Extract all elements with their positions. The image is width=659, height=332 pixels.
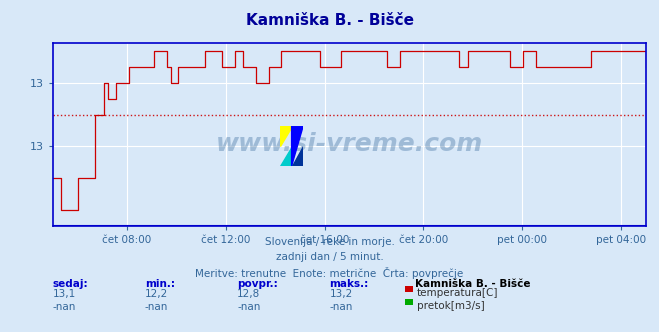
Polygon shape [291, 146, 303, 166]
Text: povpr.:: povpr.: [237, 279, 278, 289]
Polygon shape [280, 146, 291, 166]
Text: Slovenija / reke in morje.: Slovenija / reke in morje. [264, 237, 395, 247]
Text: sedaj:: sedaj: [53, 279, 88, 289]
Text: pretok[m3/s]: pretok[m3/s] [417, 301, 485, 311]
Text: -nan: -nan [145, 302, 168, 312]
Text: www.si-vreme.com: www.si-vreme.com [215, 131, 483, 156]
Text: -nan: -nan [237, 302, 260, 312]
Text: Meritve: trenutne  Enote: metrične  Črta: povprečje: Meritve: trenutne Enote: metrične Črta: … [195, 267, 464, 279]
Text: -nan: -nan [330, 302, 353, 312]
Polygon shape [291, 126, 303, 166]
Text: Kamniška B. - Bišče: Kamniška B. - Bišče [415, 279, 530, 289]
Text: temperatura[C]: temperatura[C] [417, 288, 499, 298]
Text: 12,8: 12,8 [237, 289, 260, 299]
Polygon shape [280, 126, 291, 146]
Text: 13,2: 13,2 [330, 289, 353, 299]
Text: Kamniška B. - Bišče: Kamniška B. - Bišče [246, 13, 413, 28]
Text: 12,2: 12,2 [145, 289, 168, 299]
Text: 13,1: 13,1 [53, 289, 76, 299]
Text: min.:: min.: [145, 279, 175, 289]
Text: -nan: -nan [53, 302, 76, 312]
Text: maks.:: maks.: [330, 279, 369, 289]
Text: zadnji dan / 5 minut.: zadnji dan / 5 minut. [275, 252, 384, 262]
